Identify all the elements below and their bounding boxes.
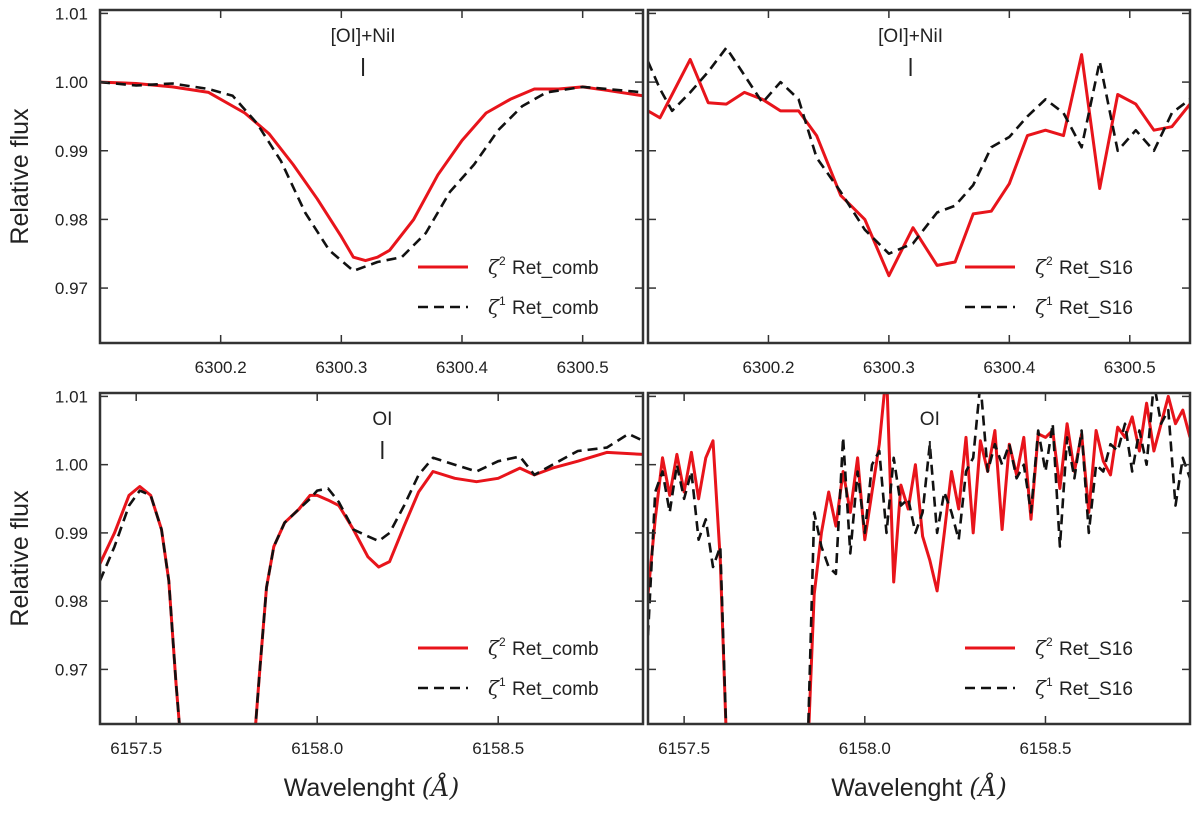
series-line-zeta1 bbox=[100, 432, 643, 724]
line-annotation-label: [OI]+NiI bbox=[331, 26, 396, 47]
legend-label: Ret_comb bbox=[512, 639, 599, 660]
x-tick-label: 6300.5 bbox=[557, 358, 609, 377]
legend-symbol: ζ bbox=[488, 295, 500, 319]
y-tick-label: 0.98 bbox=[55, 210, 88, 229]
legend-symbol: ζ bbox=[1035, 636, 1047, 660]
legend-label: Ret_S16 bbox=[1059, 639, 1133, 660]
x-tick-label: 6300.4 bbox=[436, 358, 488, 377]
panel-top-left: 6300.2 6300.3 6300.4 6300.5 0.97 0.98 0.99 1.00… bbox=[6, 4, 645, 377]
x-tick-label: 6300.3 bbox=[315, 358, 367, 377]
line-annotation-label: OI bbox=[372, 409, 392, 430]
panel-bottom-left: 6157.5 6158.0 6158.5 0.97 0.98 0.99 1.00 1.01 Re… bbox=[6, 387, 645, 802]
legend-label: Ret_S16 bbox=[1059, 679, 1133, 700]
x-tick-label: 6300.4 bbox=[983, 358, 1035, 377]
y-tick-label: 0.97 bbox=[55, 660, 88, 679]
x-tick-label: 6300.2 bbox=[742, 358, 794, 377]
x-tick-label: 6158.0 bbox=[839, 739, 891, 758]
x-axis-label: Wavelenght (Å) bbox=[284, 772, 460, 802]
axes-frame bbox=[98, 8, 645, 345]
y-tick-label: 1.00 bbox=[55, 73, 88, 92]
legend-label: Ret_comb bbox=[512, 679, 599, 700]
legend-symbol: ζ bbox=[488, 255, 500, 279]
series-line-zeta1 bbox=[100, 80, 643, 273]
x-axis-label-text: Wavelenght bbox=[284, 774, 415, 802]
series-line-zeta2 bbox=[648, 53, 1190, 278]
legend-superscript: 2 bbox=[1046, 254, 1053, 268]
line-annotation-label: [OI]+NiI bbox=[878, 26, 943, 47]
x-tick-label: 6158.5 bbox=[472, 739, 524, 758]
x-axis-unit: (Å) bbox=[969, 772, 1007, 802]
y-tick-label: 1.00 bbox=[55, 456, 88, 475]
y-tick-label: 0.99 bbox=[55, 142, 88, 161]
legend-label: Ret_comb bbox=[512, 298, 599, 319]
series-line-zeta1 bbox=[648, 393, 1190, 724]
x-tick-label: 6300.5 bbox=[1104, 358, 1156, 377]
legend-symbol: ζ bbox=[1035, 255, 1047, 279]
legend-symbol: ζ bbox=[488, 636, 500, 660]
legend-superscript: 2 bbox=[499, 254, 506, 268]
axes-frame bbox=[646, 8, 1192, 345]
legend-superscript: 2 bbox=[499, 635, 506, 649]
x-axis-label: Wavelenght (Å) bbox=[831, 772, 1007, 802]
legend-superscript: 1 bbox=[1046, 675, 1053, 689]
legend-label: Ret_S16 bbox=[1059, 298, 1133, 319]
axes-frame bbox=[646, 391, 1192, 726]
y-tick-label: 1.01 bbox=[55, 387, 88, 406]
x-tick-label: 6158.0 bbox=[291, 739, 343, 758]
series-line-zeta2 bbox=[648, 393, 1190, 724]
x-axis-unit: (Å) bbox=[422, 772, 460, 802]
y-axis-label: Relative flux bbox=[6, 108, 34, 245]
legend-superscript: 1 bbox=[1046, 294, 1053, 308]
legend-symbol: ζ bbox=[1035, 676, 1047, 700]
y-tick-label: 0.97 bbox=[55, 279, 88, 298]
series-line-zeta2 bbox=[100, 80, 643, 263]
series-line-zeta1 bbox=[648, 46, 1190, 255]
x-tick-label: 6157.5 bbox=[658, 739, 710, 758]
x-axis-label-text: Wavelenght bbox=[831, 774, 962, 802]
legend-superscript: 1 bbox=[499, 675, 506, 689]
x-tick-label: 6157.5 bbox=[110, 739, 162, 758]
axes-frame bbox=[98, 391, 645, 726]
x-tick-label: 6300.2 bbox=[195, 358, 247, 377]
x-tick-label: 6300.3 bbox=[863, 358, 915, 377]
legend-label: Ret_comb bbox=[512, 258, 599, 279]
legend-symbol: ζ bbox=[488, 676, 500, 700]
y-tick-label: 0.99 bbox=[55, 524, 88, 543]
y-tick-label: 1.01 bbox=[55, 4, 88, 23]
x-tick-label: 6158.5 bbox=[1019, 739, 1071, 758]
line-annotation-label: OI bbox=[920, 409, 940, 430]
legend-label: Ret_S16 bbox=[1059, 258, 1133, 279]
y-axis-label: Relative flux bbox=[6, 490, 34, 627]
y-tick-label: 0.98 bbox=[55, 592, 88, 611]
legend-superscript: 1 bbox=[499, 294, 506, 308]
legend-superscript: 2 bbox=[1046, 635, 1053, 649]
legend-symbol: ζ bbox=[1035, 295, 1047, 319]
